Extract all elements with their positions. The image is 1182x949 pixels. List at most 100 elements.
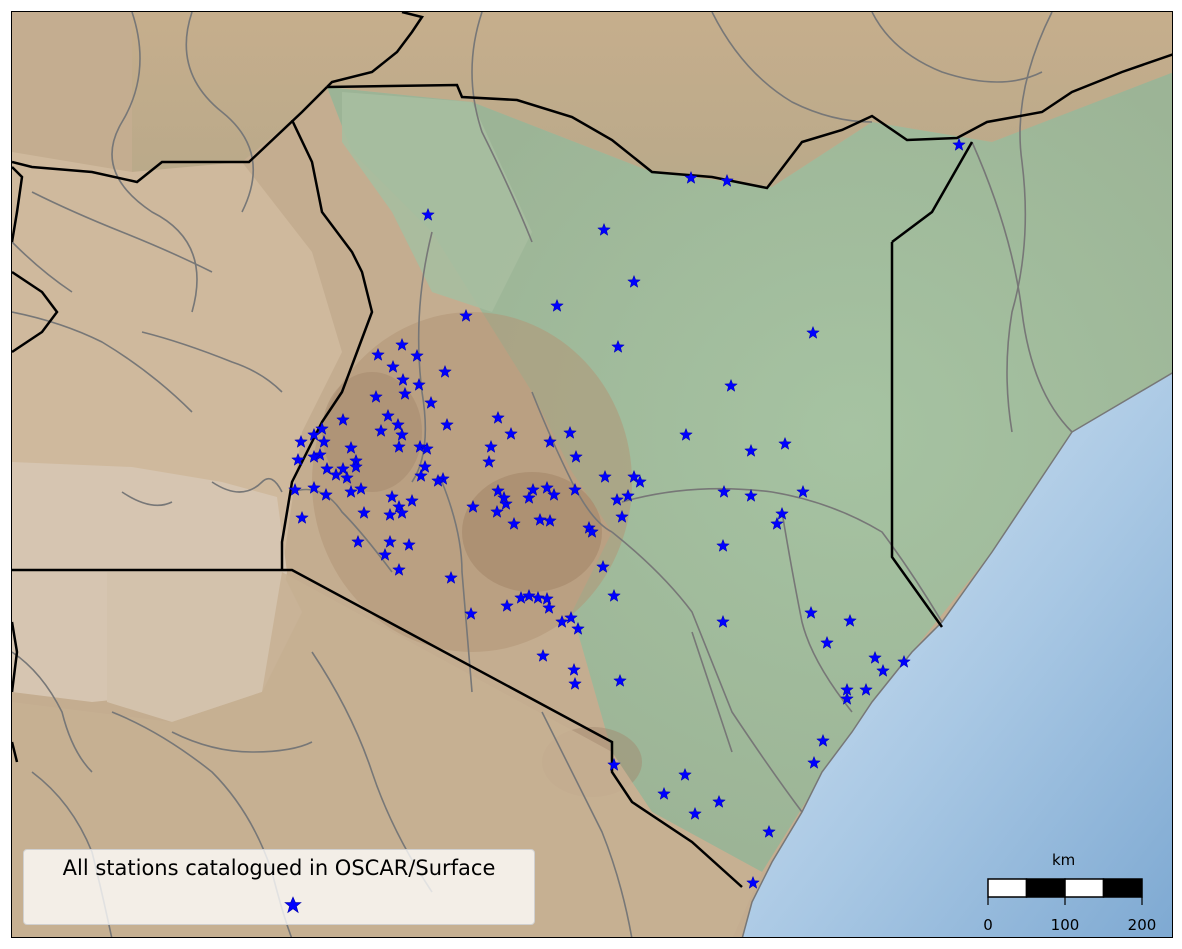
station-marker	[307, 427, 321, 441]
station-marker	[716, 538, 730, 552]
station-marker	[840, 691, 854, 705]
national-borders	[12, 12, 1172, 888]
station-marker	[897, 654, 911, 668]
station-marker	[567, 662, 581, 676]
scale-bar-ticks	[987, 897, 1143, 905]
station-marker	[804, 605, 818, 619]
station-marker	[585, 524, 599, 538]
station-marker	[717, 484, 731, 498]
station-marker	[550, 298, 564, 312]
station-marker	[778, 436, 792, 450]
scale-bar	[987, 878, 1143, 898]
station-marker	[762, 824, 776, 838]
legend-label: All stations catalogued in OSCAR/Surface	[62, 856, 496, 880]
station-marker	[597, 222, 611, 236]
station-marker	[615, 509, 629, 523]
station-marker	[418, 459, 432, 473]
station-marker	[336, 461, 350, 475]
station-marker	[371, 347, 385, 361]
station-marker	[820, 635, 834, 649]
station-marker	[611, 339, 625, 353]
station-marker	[491, 410, 505, 424]
station-marker	[444, 570, 458, 584]
station-marker	[484, 439, 498, 453]
station-marker	[627, 469, 641, 483]
coastline	[741, 372, 1172, 937]
station-marker	[542, 600, 556, 614]
station-marker	[536, 648, 550, 662]
scale-tick-100: 100	[1050, 916, 1080, 934]
station-marker	[459, 308, 473, 322]
station-marker	[607, 757, 621, 771]
station-marker	[744, 443, 758, 457]
scale-tick-0: 0	[983, 916, 993, 934]
station-marker	[319, 487, 333, 501]
station-marker	[336, 412, 350, 426]
station-marker	[684, 170, 698, 184]
station-marker	[569, 449, 583, 463]
station-marker	[466, 499, 480, 513]
station-marker	[392, 499, 406, 513]
station-marker	[414, 468, 428, 482]
station-marker	[410, 348, 424, 362]
station-marker	[420, 441, 434, 455]
station-marker	[688, 806, 702, 820]
map-frame[interactable]	[11, 11, 1173, 938]
station-marker	[555, 614, 569, 628]
station-marker	[504, 426, 518, 440]
station-marker	[391, 417, 405, 431]
station-marker	[385, 489, 399, 503]
station-marker	[571, 621, 585, 635]
station-marker	[568, 482, 582, 496]
station-marker	[533, 512, 547, 526]
lake-shelf	[107, 572, 302, 722]
eastern-lowlands	[327, 72, 1172, 872]
station-marker	[633, 474, 647, 488]
station-marker	[344, 484, 358, 498]
station-marker	[596, 559, 610, 573]
station-marker	[526, 482, 540, 496]
station-marker	[770, 516, 784, 530]
station-marker	[522, 588, 536, 602]
station-marker	[540, 591, 554, 605]
station-marker	[392, 562, 406, 576]
station-marker	[383, 534, 397, 548]
scale-bar-unit: km	[1052, 851, 1076, 869]
station-marker	[657, 786, 671, 800]
station-marker	[392, 439, 406, 453]
station-marker	[295, 510, 309, 524]
station-marker	[421, 207, 435, 221]
station-marker	[500, 598, 514, 612]
station-marker	[876, 663, 890, 677]
station-marker	[613, 673, 627, 687]
scale-tick-200: 200	[1127, 916, 1157, 934]
station-marker	[398, 386, 412, 400]
station-marker	[712, 794, 726, 808]
station-marker	[320, 461, 334, 475]
station-marker	[720, 173, 734, 187]
station-marker	[775, 506, 789, 520]
station-marker	[610, 492, 624, 506]
station-marker	[490, 504, 504, 518]
station-marker	[412, 377, 426, 391]
station-marker	[374, 423, 388, 437]
station-marker	[952, 137, 966, 151]
indian-ocean	[742, 373, 1172, 937]
station-marker	[357, 505, 371, 519]
station-marker	[807, 755, 821, 769]
central-highlands	[312, 312, 632, 652]
station-marker	[386, 359, 400, 373]
station-marker	[431, 473, 445, 487]
station-marker	[288, 482, 302, 496]
relief-map[interactable]	[12, 12, 1173, 938]
station-marker	[679, 427, 693, 441]
station-marker	[344, 440, 358, 454]
station-markers	[288, 137, 966, 889]
station-marker	[522, 490, 536, 504]
station-marker	[540, 480, 554, 494]
station-marker	[440, 417, 454, 431]
station-marker	[627, 274, 641, 288]
station-marker	[317, 434, 331, 448]
station-marker	[395, 505, 409, 519]
rift-lowland	[342, 92, 532, 312]
